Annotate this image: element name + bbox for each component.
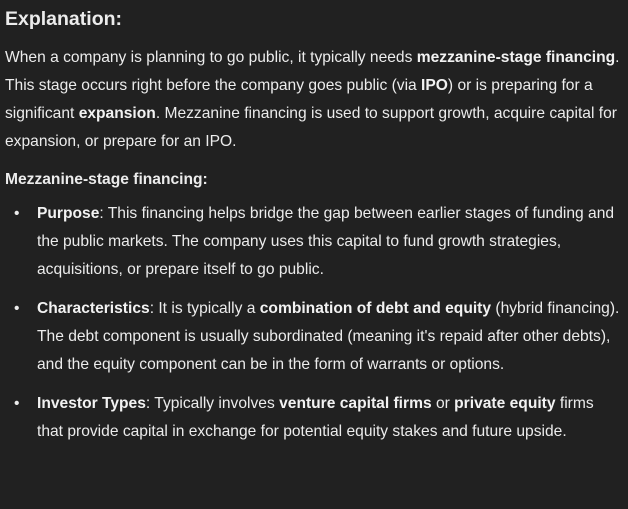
bullet-list: • Purpose: This financing helps bridge th… [5,200,620,446]
text-run: firms that provide capital in exchange f… [37,395,594,440]
text-run: : Typically involves [145,395,280,412]
intro-paragraph: When a company is planning to go public,… [5,44,620,156]
message-content: Explanation: When a company is planning … [5,8,620,446]
mezzanine-subheading: Mezzanine-stage financing: [5,171,208,188]
text-run: When a company is planning to go public,… [5,49,417,66]
bullet-dot-icon: • [14,205,20,222]
bold-text: combination of debt and equity [259,300,492,317]
text-run: or [431,395,455,412]
bullet-item: • Characteristics: It is typically a comb… [5,295,620,379]
bold-text: private equity [454,395,556,412]
bullet-dot-icon: • [14,395,20,412]
bold-text: mezzanine-stage financing [416,49,616,66]
text-run: : It is typically a [149,300,260,317]
bold-text: Purpose [37,205,100,222]
bold-text: venture capital firms [279,395,432,412]
text-run: . This stage occurs right before the com… [5,49,620,94]
bold-text: IPO [421,77,448,94]
bullet-item: • Investor Types: Typically involves vent… [5,390,620,446]
bold-text: Investor Types [37,395,146,412]
text-run: . Mezzanine financing is used to support… [5,105,617,150]
bold-text: Characteristics [37,300,150,317]
bullet-item: • Purpose: This financing helps bridge th… [5,200,620,284]
bold-text: expansion [78,105,156,122]
text-run: ) or is preparing for a significant [5,77,593,122]
text-run: (hybrid financing). The debt component i… [37,300,620,373]
explanation-heading: Explanation: [5,8,123,30]
text-run: : This financing helps bridge the gap be… [37,205,615,278]
bullet-dot-icon: • [14,300,20,317]
